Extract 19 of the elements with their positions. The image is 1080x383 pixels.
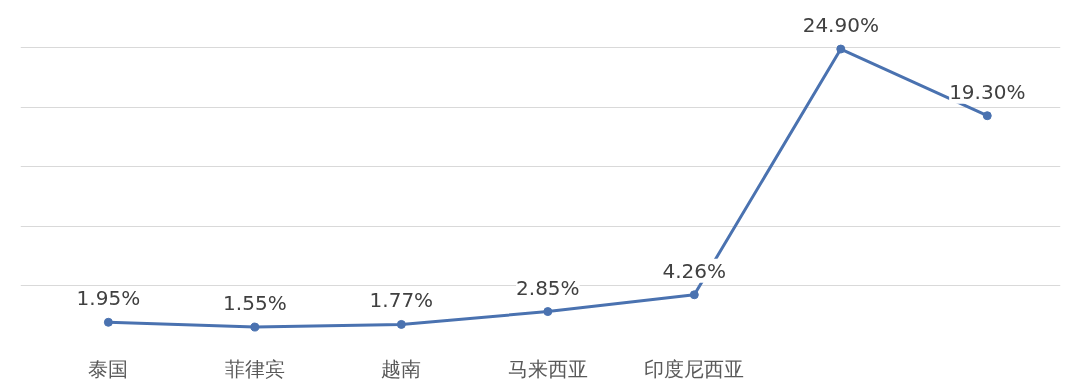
point — [543, 307, 553, 317]
data-label: 2.85% — [516, 275, 580, 300]
x-tick-label: 泰国 — [88, 356, 129, 381]
x-tick-label: 越南 — [381, 356, 422, 381]
point — [689, 290, 699, 300]
point — [396, 319, 406, 329]
x-tick-label: 印度尼西亚 — [644, 356, 745, 381]
point — [103, 317, 113, 327]
data-label: 1.77% — [369, 288, 434, 313]
point — [250, 322, 260, 332]
x-tick-label: 马来西亚 — [507, 356, 588, 381]
data-label: 1.55% — [223, 291, 287, 316]
data-label: 19.30% — [949, 79, 1026, 104]
data-label: 24.90% — [802, 13, 879, 38]
point — [982, 111, 992, 121]
x-tick-label: 菲律宾 — [224, 356, 285, 381]
data-label: 1.95% — [76, 286, 141, 311]
data-label: 4.26% — [662, 258, 727, 283]
point — [836, 44, 846, 54]
